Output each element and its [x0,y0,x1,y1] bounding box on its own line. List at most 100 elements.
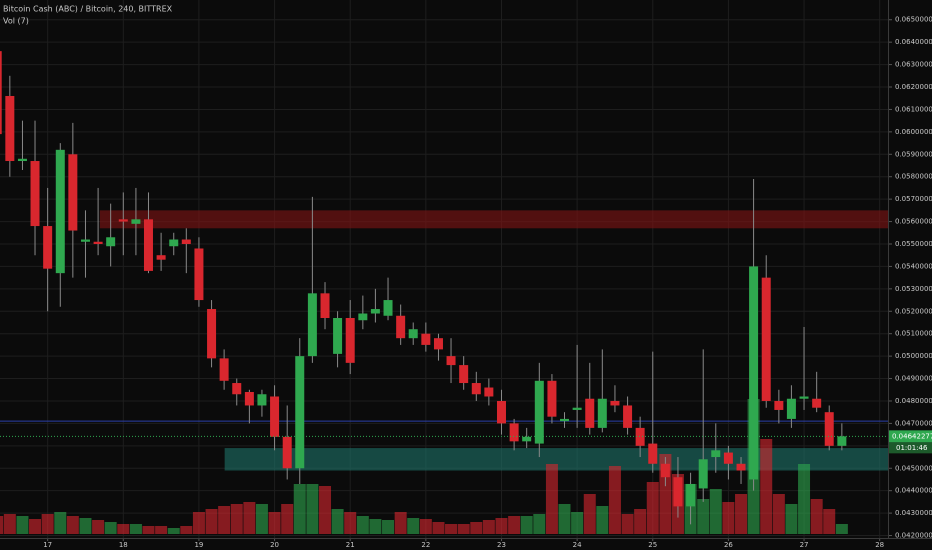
volume-bar [508,516,521,534]
volume-bar [281,504,294,534]
x-tick-label: 20 [270,541,279,549]
candle-body [43,226,53,269]
volume-bar [583,494,596,534]
volume-bar [798,464,811,534]
volume-bar [331,509,344,534]
volume-bar [785,504,798,534]
candle-body [433,338,443,350]
last-price-label: 0.04642277 [892,432,932,440]
x-tick-label: 22 [421,541,430,549]
candle-body [837,436,847,446]
candle-body [585,398,595,428]
candle-body [106,237,116,247]
candle-body [812,398,822,408]
volume-bar [344,512,357,534]
volume-bar [621,514,634,534]
volume-bar [419,519,432,534]
zone [99,210,889,229]
volume-bar [835,524,848,534]
volume-bar [319,486,332,534]
volume-bar [407,518,420,534]
candle-body [270,396,280,437]
volume-bar [571,512,584,534]
x-tick-label: 18 [119,541,128,549]
candle-body [509,423,519,442]
candle-body [17,158,27,162]
volume-bar [596,506,609,534]
countdown-box [889,442,932,454]
candle-body [232,383,242,395]
candle-body [5,95,15,162]
candle-body [496,400,506,424]
candle-body [143,219,153,271]
candle-body [559,418,569,422]
candle-body [786,398,796,419]
x-tick-label: 21 [346,541,355,549]
volume-bar [66,516,79,534]
candle-body [799,396,809,399]
candle-body [749,266,759,480]
candle-body [55,149,65,274]
candle-body [383,300,393,316]
volume-bar [457,524,470,534]
volume-bar [79,518,92,534]
candle-body [736,463,746,471]
candle-body [446,356,456,366]
candle-body [824,412,834,446]
x-tick-label: 23 [497,541,506,549]
volume-bar [192,512,205,534]
countdown-label: 01:01:46 [896,444,928,452]
candle-body [181,239,191,244]
candle-body [333,318,343,354]
candle-body [471,383,481,395]
candle-body [610,400,620,406]
candle-body [0,51,2,135]
volume-bar [293,484,306,534]
volume-bar [445,524,458,534]
candle-body [673,477,683,507]
x-tick-label: 25 [648,541,657,549]
x-tick-label: 17 [43,541,52,549]
volume-bar [104,522,117,534]
volume-bar [155,526,168,534]
zones [0,210,889,471]
candle-body [396,315,406,339]
volume-bar [255,504,268,534]
volume-bar [142,526,155,534]
volume-bar [205,509,218,534]
candle-body [547,380,557,417]
candle-body [522,436,532,442]
volume-bar [356,516,369,534]
candle-body [345,318,355,363]
x-tick-label: 27 [800,541,809,549]
volume-bar [823,509,836,534]
volume-bar [92,520,105,534]
volume-bar [382,520,395,534]
candle-body [295,356,305,469]
volume-bar [482,520,495,534]
volume-bar [470,522,483,534]
volume-bar [306,484,319,534]
volume-bar [810,499,823,534]
chart-title: Bitcoin Cash (ABC) / Bitcoin, 240, BITTR… [3,5,173,14]
volume-bar [545,464,558,534]
volume-bar [495,518,508,534]
volume-bar [533,514,546,534]
candle-body [648,443,658,464]
candle-body [244,392,254,406]
candle-body [307,293,317,357]
volume-legend: Vol (7) [3,17,29,26]
volume-bar [243,502,256,534]
